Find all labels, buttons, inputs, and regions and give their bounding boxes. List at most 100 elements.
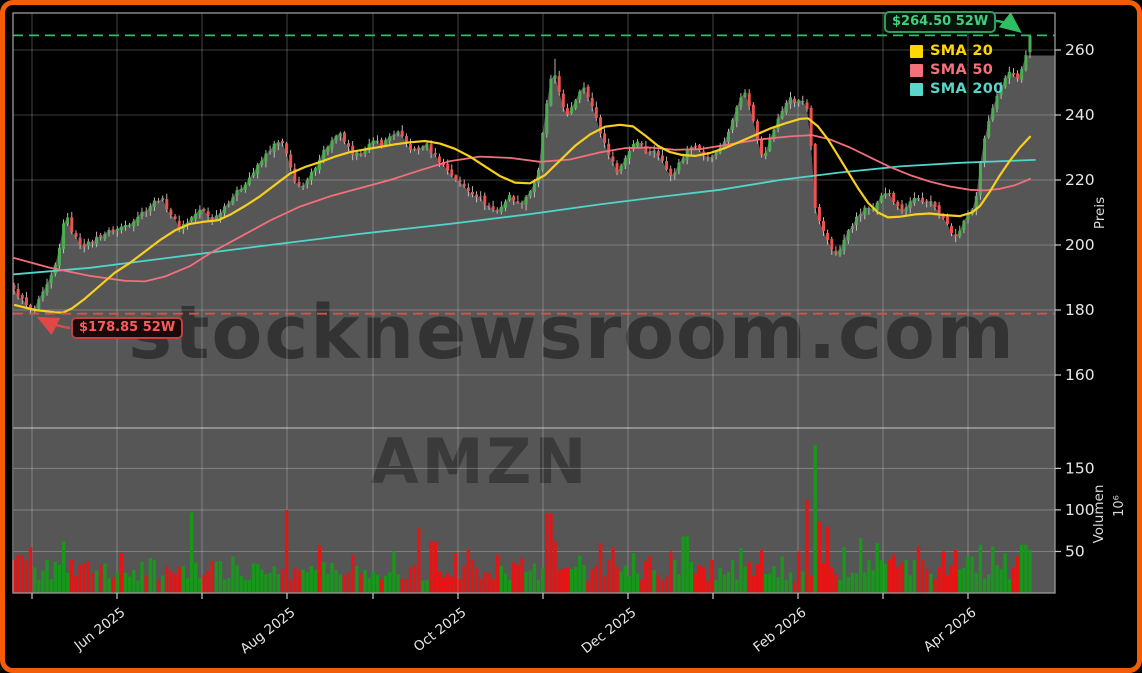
candle-body (363, 150, 367, 154)
candle-body (99, 235, 103, 238)
volume-bar (755, 564, 760, 593)
volume-bar (305, 572, 309, 593)
volume-bar (214, 561, 219, 593)
volume-bar (1003, 553, 1007, 593)
x-tick-label: Feb 2026 (750, 605, 809, 656)
candle-body (574, 100, 578, 109)
volume-bar (70, 559, 74, 593)
volume-bar (611, 547, 615, 593)
volume-bar (53, 561, 57, 593)
volume-bar (210, 561, 214, 593)
candle-body (698, 145, 702, 150)
volume-bar (817, 521, 822, 593)
volume-bar (359, 573, 363, 593)
candle-body (520, 202, 524, 204)
volume-bar (503, 573, 508, 593)
volume-bar (937, 567, 941, 593)
candle-body (425, 143, 429, 149)
volume-bar (863, 572, 867, 593)
candle-body (227, 203, 231, 205)
volume-bar (1020, 544, 1024, 593)
volume-bar (887, 560, 892, 593)
candle-body (342, 132, 346, 142)
x-tick-label: Aug 2025 (237, 605, 298, 658)
candle-body (995, 95, 999, 109)
volume-bar (945, 575, 950, 593)
volume-bar (235, 565, 239, 593)
candle-body (256, 164, 260, 174)
volume-bar (644, 560, 648, 593)
volume-bar (875, 543, 879, 593)
candle-body (37, 299, 41, 309)
volume-bar (140, 561, 144, 593)
candle-body (260, 160, 264, 166)
candle-body (309, 172, 313, 181)
candle-body (669, 168, 673, 177)
candle-body (202, 208, 206, 211)
candle-body (962, 221, 966, 230)
candle-body (223, 206, 227, 213)
volume-tick-label: 100 (1065, 501, 1095, 519)
volume-bar (929, 573, 933, 593)
candle-body (780, 110, 784, 119)
candle-body (1024, 55, 1028, 70)
volume-bar (169, 571, 173, 593)
volume-bar (355, 565, 359, 593)
volume-bar (66, 572, 70, 593)
candle-body (516, 201, 520, 203)
volume-bar (640, 580, 644, 593)
volume-bar (830, 567, 834, 593)
volume-bar (412, 564, 417, 593)
volume-bar (751, 575, 755, 593)
volume-bar (127, 576, 132, 593)
candle-body (710, 156, 714, 158)
volume-bar (710, 559, 714, 593)
candle-body (450, 169, 454, 176)
legend-item-sma50: SMA 50 (910, 61, 1004, 79)
candle-body (404, 136, 408, 144)
candle-body (289, 154, 293, 168)
candle-body (103, 234, 107, 239)
volume-bar (404, 578, 409, 593)
volume-bar (462, 565, 466, 593)
volume-bar (74, 576, 78, 593)
candle-body (883, 193, 887, 196)
candle-body (611, 156, 615, 162)
volume-bar (669, 551, 673, 593)
volume-bar (623, 565, 627, 593)
volume-bar (883, 563, 888, 593)
candle-body (247, 177, 251, 185)
volume-bar (82, 563, 86, 593)
candle-body (33, 307, 37, 309)
volume-bar (231, 556, 235, 593)
candle-body (879, 195, 883, 202)
candle-body (557, 76, 561, 93)
candle-body (421, 146, 425, 149)
candle-body (504, 201, 507, 208)
candle-body (892, 192, 896, 202)
candle-body (409, 143, 412, 150)
candle-body (49, 274, 53, 284)
candle-body (673, 172, 677, 176)
candle-body (359, 153, 363, 155)
price-tick-label: 180 (1065, 301, 1095, 319)
candle-body (446, 163, 450, 171)
volume-bar (590, 569, 594, 593)
volume-bar (363, 569, 367, 593)
volume-bar (664, 576, 669, 593)
candle-body (322, 150, 326, 160)
volume-axis-multiplier: 10⁶ (1112, 495, 1127, 517)
volume-bar (991, 546, 995, 593)
volume-bar (94, 570, 99, 593)
volume-bar (194, 562, 198, 593)
volume-bar (859, 538, 863, 593)
candle-body (623, 158, 627, 166)
volume-bar (648, 556, 652, 593)
candle-body (644, 146, 648, 153)
volume-bar (379, 579, 384, 593)
candle-body (743, 92, 747, 97)
candle-body (933, 202, 937, 208)
candle-body (640, 143, 644, 145)
volume-bar (351, 554, 355, 593)
volume-bar (916, 546, 921, 593)
